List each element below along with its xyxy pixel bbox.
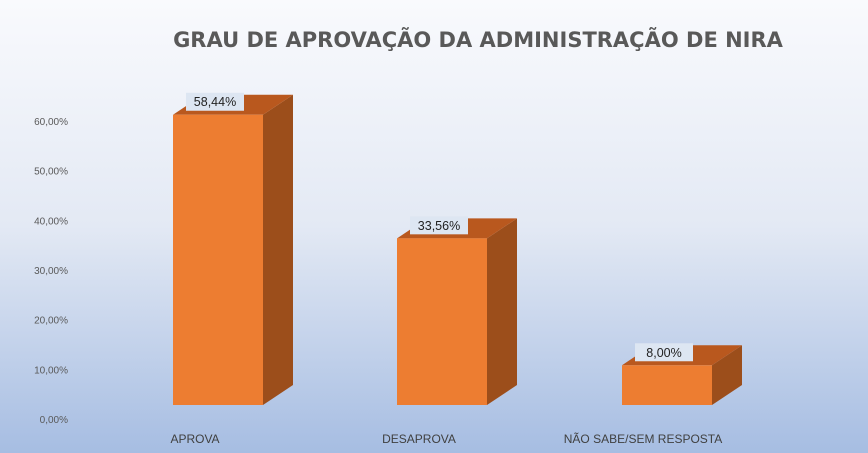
y-axis-ticks: 0,00% 10,00% 20,00% 30,00% 40,00% 50,00% 60,00… bbox=[34, 117, 68, 426]
data-label-box bbox=[410, 216, 468, 235]
y-tick-label: 20,00% bbox=[34, 316, 68, 327]
chart-title: GRAU DE APROVAÇÃO DA ADMINISTRAÇÃO DE NI… bbox=[173, 27, 784, 52]
y-tick-label: 10,00% bbox=[34, 365, 68, 376]
y-tick-label: 40,00% bbox=[34, 216, 68, 227]
data-label-text: 33,56% bbox=[418, 219, 460, 233]
bar-front-face bbox=[173, 114, 263, 406]
y-tick-label: 60,00% bbox=[34, 117, 68, 128]
category-label: APROVA bbox=[170, 432, 219, 446]
category-label: NÃO SABE/SEM RESPOSTA bbox=[564, 432, 722, 446]
y-tick-label: 50,00% bbox=[34, 167, 68, 178]
category-label: DESAPROVA bbox=[382, 432, 456, 446]
data-labels: 58,44% 33,56% 8,00% bbox=[186, 92, 693, 362]
bar-side-face bbox=[487, 218, 517, 405]
data-label: 8,00% bbox=[635, 343, 693, 362]
data-label-box bbox=[635, 343, 693, 362]
bar-side-face bbox=[712, 345, 742, 405]
bar-front-face bbox=[397, 238, 487, 405]
category-labels: APROVA DESAPROVA NÃO SABE/SEM RESPOSTA bbox=[170, 432, 722, 446]
data-label: 58,44% bbox=[186, 92, 244, 111]
data-label: 33,56% bbox=[410, 216, 468, 235]
bar bbox=[173, 94, 293, 406]
y-tick-label: 30,00% bbox=[34, 266, 68, 277]
bar bbox=[397, 218, 517, 405]
data-label-text: 8,00% bbox=[646, 346, 681, 360]
y-tick-label: 0,00% bbox=[40, 415, 68, 426]
data-label-text: 58,44% bbox=[194, 95, 236, 109]
bar-side-face bbox=[263, 94, 293, 406]
data-label-box bbox=[186, 92, 244, 111]
bar-front-face bbox=[622, 365, 712, 405]
